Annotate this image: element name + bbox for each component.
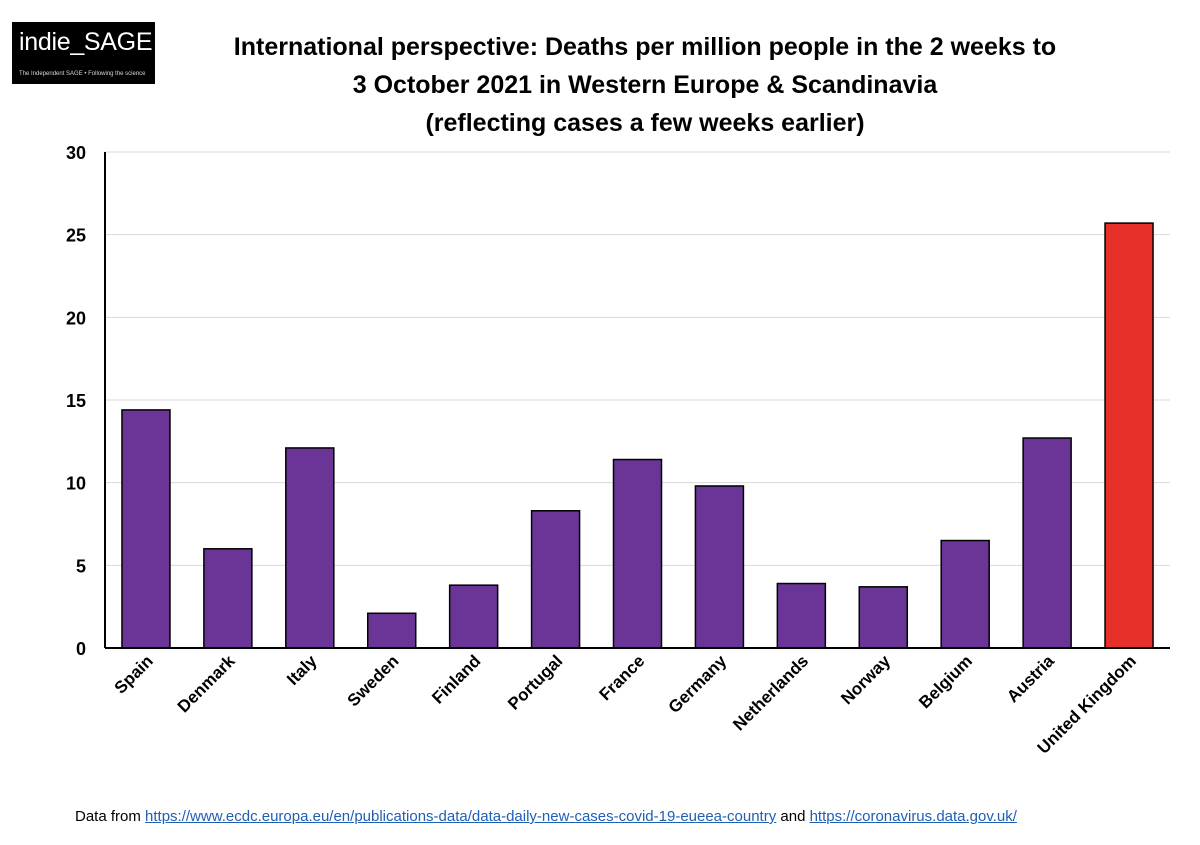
x-tick-label: Portugal [504, 651, 566, 713]
bar-portugal [530, 510, 581, 649]
chart-title: International perspective: Deaths per mi… [160, 28, 1130, 142]
logo-text: indie_SAGE [19, 28, 153, 56]
y-tick-label: 25 [66, 226, 86, 246]
bar-netherlands [776, 582, 827, 649]
logo-tagline: The Independent SAGE • Following the sci… [19, 71, 146, 77]
bar-denmark [203, 548, 253, 649]
bar-germany [694, 485, 745, 649]
x-tick-label: Norway [837, 651, 894, 708]
chart-title-line-3: (reflecting cases a few weeks earlier) [425, 109, 865, 137]
bar-italy [285, 447, 335, 649]
y-tick-label: 10 [66, 474, 86, 494]
y-tick-label: 0 [76, 639, 86, 659]
y-tick-label: 5 [76, 556, 86, 576]
bar-norway [858, 586, 909, 649]
y-tick-label: 20 [66, 308, 86, 328]
bar-spain [121, 409, 171, 649]
bar-austria [1022, 437, 1072, 649]
bar-united-kingdom [1104, 222, 1154, 649]
x-tick-label: Germany [665, 651, 731, 717]
x-tick-label: Sweden [344, 651, 403, 710]
ecdc-link[interactable]: https://www.ecdc.europa.eu/en/publicatio… [145, 808, 777, 825]
bar-finland [448, 584, 499, 649]
indie-sage-logo: indie_SAGE The Independent SAGE • Follow… [12, 22, 155, 84]
coronavirus-gov-link[interactable]: https://coronavirus.data.gov.uk/ [809, 808, 1017, 825]
x-tick-label: Belgium [915, 651, 976, 712]
x-tick-label: Spain [111, 651, 157, 697]
chart-title-line-1: International perspective: Deaths per mi… [233, 33, 1057, 61]
footer-prefix: Data from [75, 808, 146, 825]
footer-middle: and [776, 808, 810, 825]
data-source-footer: Data from https://www.ecdc.europa.eu/en/… [75, 808, 1017, 825]
y-tick-label: 15 [66, 391, 86, 411]
bar-belgium [940, 539, 990, 649]
bar-sweden [366, 612, 417, 649]
x-tick-label: Italy [283, 651, 321, 689]
x-tick-label: Finland [428, 651, 484, 707]
bar-france [612, 458, 663, 649]
y-tick-label: 30 [66, 143, 86, 163]
x-tick-label: Denmark [174, 651, 239, 716]
x-tick-label: Netherlands [729, 651, 812, 734]
x-tick-label: Austria [1003, 651, 1058, 706]
x-tick-label: France [595, 651, 648, 704]
chart-title-line-2: 3 October 2021 in Western Europe & Scand… [352, 71, 938, 99]
